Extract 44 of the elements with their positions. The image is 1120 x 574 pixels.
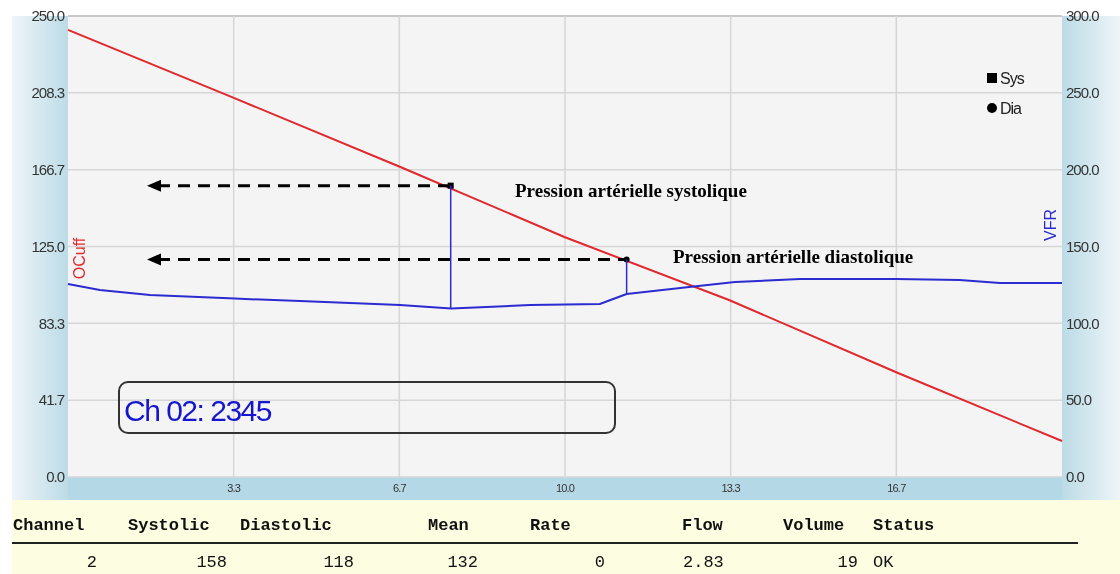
y-tick-label: 83.3 [38,314,65,332]
y-axis-title: OCuff [71,237,88,280]
text: 2.83 [683,553,724,572]
y2-tick-label: 150.0 [1066,237,1100,255]
line-series [67,278,1063,310]
y2-tick-label: 250.0 [1066,84,1100,102]
text: 2 [86,553,97,572]
y-tick-label: 125.0 [31,237,65,255]
text: Mean [428,516,469,535]
x-tick-label: 6.7 [392,482,407,494]
y-tick-label: 41.7 [38,391,65,409]
text: Flow [682,516,724,535]
text: 0 [594,553,605,572]
line-series [67,28,1063,443]
text: Status [873,516,935,535]
y-tick-label: 166.7 [31,160,65,178]
text: Systolic [128,516,210,535]
y-tick-label: 0.0 [46,468,65,486]
text: Rate [530,516,571,535]
x-tick-label: 3.3 [227,482,241,494]
text: 158 [196,553,227,572]
y-tick-label: 250.0 [31,7,65,25]
text: 132 [447,553,478,572]
y2-tick-label: 300.0 [1066,7,1100,25]
text: Channel [13,516,85,535]
y-tick-label: 208.3 [31,84,65,102]
text: 118 [323,553,354,572]
y2-tick-label: 50.0 [1066,391,1092,409]
annotation: Pression artérielle diastolique [673,246,914,267]
x-tick-label: 16.7 [887,482,907,494]
y2-axis-title: VFR [1042,208,1059,241]
y2-tick-label: 100.0 [1066,314,1100,332]
text: Diastolic [240,516,332,535]
annotation: Pression artérielle systolique [515,180,747,201]
x-tick-label: 13.3 [721,482,741,494]
legend-label: Dia [1000,99,1023,117]
y2-tick-label: 0.0 [1066,468,1085,486]
text: Volume [783,516,845,535]
x-tick-label: 10.0 [555,482,575,494]
annotation: Ch 02: 2345 [124,394,272,427]
y2-tick-label: 200.0 [1066,160,1100,178]
legend-label: Sys [1000,69,1025,87]
text: 19 [837,553,858,572]
text: OK [873,553,895,572]
